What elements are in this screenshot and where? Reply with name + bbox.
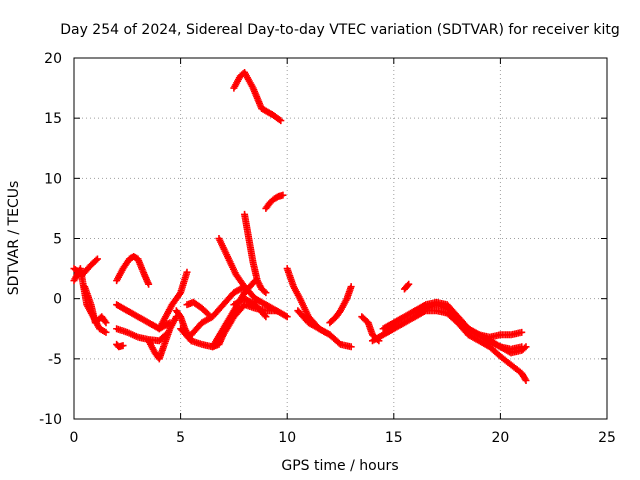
data-point [102,319,110,327]
data-point [405,280,413,288]
data-point [283,313,291,321]
data-point [404,281,412,289]
x-tick-label: 15 [385,430,403,446]
series-arc-9 [155,268,191,333]
series-arc-3 [81,283,110,327]
data-point [262,289,270,297]
series-arc-18 [241,210,270,297]
data-point [279,191,287,199]
series-arc-2 [70,255,101,279]
data-point [260,287,268,295]
series-arc-22 [294,307,355,351]
data-points [70,68,530,384]
x-tick-label: 20 [491,430,509,446]
x-tick-labels: 0 5 10 15 20 25 [70,430,616,446]
series-arc-29 [464,331,530,384]
series-arc-8 [145,313,180,363]
data-point [518,328,526,336]
series-arc-30 [486,337,530,357]
data-point [522,343,530,351]
data-point [102,328,110,336]
axes [73,57,608,420]
chart-title: Day 254 of 2024, Sidereal Day-to-day VTE… [60,22,620,38]
y-tick-label: 10 [44,171,62,187]
y-tick-label: -5 [48,352,62,368]
series-arc-23 [326,283,355,327]
series-arc-13 [187,283,249,339]
data-point [420,302,428,310]
data-point [347,343,355,351]
data-point [521,344,529,352]
series-arc-12 [183,298,212,318]
x-axis-label: GPS time / hours [281,458,398,474]
series-arc-5 [113,325,170,345]
x-tick-label: 0 [70,430,79,446]
y-axis-label: SDTVAR / TECUs [6,181,22,296]
series-arc-24 [358,313,383,345]
data-point [474,330,482,338]
y-tick-label: 20 [44,51,62,67]
series-arc-4 [113,340,127,351]
data-point [522,376,530,384]
data-point [183,268,191,276]
x-tick-label: 10 [278,430,296,446]
data-point [101,317,109,325]
series-arc-20 [262,191,287,212]
series-arc-19 [230,68,285,125]
data-point [93,255,101,263]
data-point [521,375,529,383]
y-tick-label: 5 [53,232,62,248]
y-tick-label: -10 [39,412,62,428]
series-arc-27 [400,280,413,293]
series-arc-17 [219,301,291,339]
data-point [145,280,153,288]
series-arc-25 [368,307,472,345]
data-point [277,117,285,125]
data-point [347,283,355,291]
grid-lines [74,58,607,419]
y-tick-label: 0 [53,292,62,308]
data-point [262,313,270,321]
x-tick-label: 25 [598,430,616,446]
series-arc-21 [283,265,334,339]
data-point [92,256,100,264]
y-tick-label: 15 [44,111,62,127]
data-point [119,342,127,350]
data-point [282,312,290,320]
x-tick-label: 5 [176,430,185,446]
series-arc-6 [113,253,153,288]
data-point [275,116,283,124]
series-arc-7 [113,301,174,333]
data-point [203,309,211,317]
y-tick-labels: -10 -5 0 5 10 15 20 [39,51,62,428]
plot-border [73,57,608,420]
series-arc-28 [411,298,526,341]
